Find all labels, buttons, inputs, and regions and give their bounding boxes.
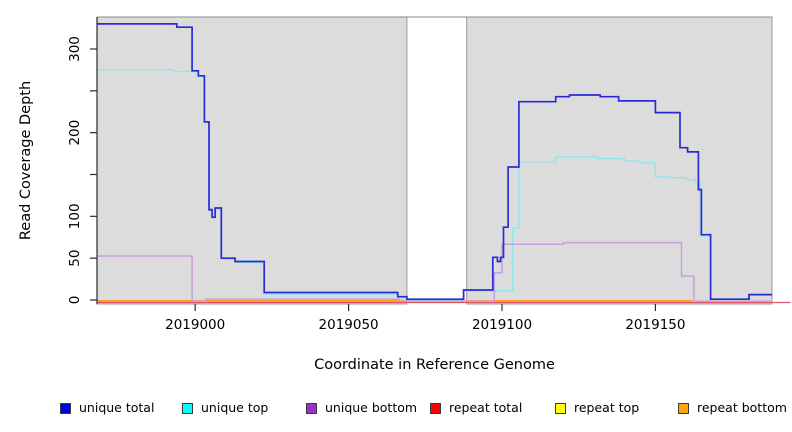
series-line-unique-top xyxy=(97,69,772,301)
legend-label: unique total xyxy=(79,400,155,415)
legend-item-repeat-total: repeat total xyxy=(430,400,522,416)
x-tick-label: 2019100 xyxy=(472,317,532,333)
unique-bottom-swatch-icon xyxy=(306,402,317,414)
coverage-plot: 0 50 100 200 300 2019000 2019050 2019100 2019150… xyxy=(18,16,791,373)
x-tick-label: 2019050 xyxy=(319,317,379,333)
legend-label: repeat total xyxy=(449,400,523,415)
legend-item-unique-total: unique total xyxy=(60,400,154,416)
legend-item-repeat-bottom: repeat bottom xyxy=(678,400,787,416)
unique-top-swatch-icon xyxy=(182,402,193,414)
series-line-unique-total xyxy=(97,23,772,301)
x-tick-label: 2019000 xyxy=(165,317,225,333)
legend-item-unique-top: unique top xyxy=(182,400,268,416)
legend-label: repeat top xyxy=(574,400,640,415)
y-axis-title: Read Coverage Depth xyxy=(18,81,34,240)
y-tick-label: 50 xyxy=(67,250,83,267)
legend-label: unique bottom xyxy=(325,400,418,415)
repeat-total-swatch-icon xyxy=(430,402,441,414)
series-line-unique-bottom xyxy=(97,241,772,302)
repeat-top-swatch-icon xyxy=(555,402,566,414)
y-tick-label: 200 xyxy=(67,120,83,146)
legend-item-repeat-top: repeat top xyxy=(555,400,639,416)
legend-label: repeat bottom xyxy=(697,400,787,415)
x-tick-label: 2019150 xyxy=(625,317,685,333)
repeat-bottom-swatch-icon xyxy=(678,402,689,414)
y-tick-label: 300 xyxy=(67,36,83,62)
legend-label: unique top xyxy=(201,400,269,415)
coverage-region xyxy=(466,16,773,305)
x-axis-title: Coordinate in Reference Genome xyxy=(314,357,555,373)
legend-item-unique-bottom: unique bottom xyxy=(306,400,417,416)
y-tick-label: 0 xyxy=(67,296,83,305)
plot-legend: unique total unique top unique bottom re… xyxy=(0,400,792,418)
y-tick-label: 100 xyxy=(67,203,83,229)
unique-total-swatch-icon xyxy=(60,402,71,414)
